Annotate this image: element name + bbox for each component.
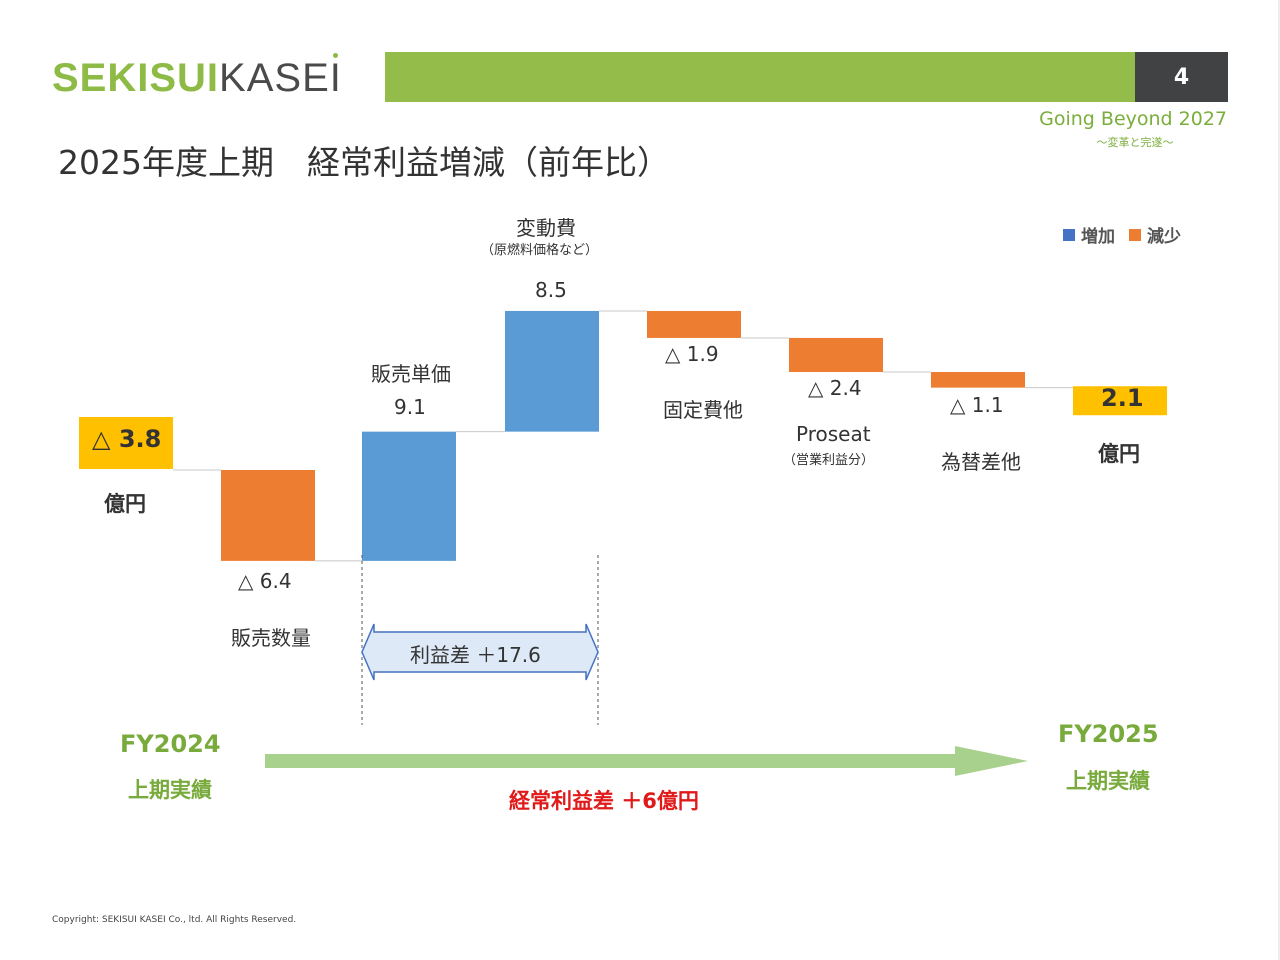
value-label-fixed-cost: △ 1.9 (665, 342, 719, 366)
category-label-fixed-cost: 固定費他 (663, 398, 743, 422)
category-sublabel-variable-cost: （原燃料価格など） (481, 243, 599, 258)
bar-4 (647, 310, 741, 338)
to-year: FY2025 (1058, 720, 1159, 748)
legend-increase-swatch (1063, 228, 1075, 241)
bar-0 (79, 417, 173, 469)
legend-increase: 増加 (1063, 222, 1115, 247)
bar-7 (1073, 386, 1167, 416)
bar-6 (931, 372, 1025, 388)
category-label-sales-price: 販売単価 (371, 362, 451, 386)
legend-decrease: 減少 (1129, 222, 1181, 247)
to-period: 上期実績 (1066, 769, 1150, 793)
tagline: Going Beyond 2027 (1039, 108, 1227, 130)
copyright: Copyright: SEKISUI KASEI Co., ltd. All R… (52, 915, 297, 925)
category-sublabel-proseat: （営業利益分） (783, 453, 875, 468)
unit-label-start: 億円 (104, 492, 146, 516)
value-label-end: 2.1 (1101, 384, 1144, 412)
value-label-proseat: △ 2.4 (808, 376, 862, 400)
value-label-sales-price: 9.1 (394, 395, 426, 419)
bar-1 (221, 470, 315, 561)
period-arrow (265, 746, 1028, 776)
category-label-sales-volume: 販売数量 (231, 626, 311, 650)
bar-2 (362, 431, 456, 561)
bar-5 (789, 337, 883, 373)
value-label-sales-volume: △ 6.4 (238, 569, 292, 593)
logo-dot (333, 53, 338, 58)
margin-arrow (361, 623, 599, 681)
bar-3 (505, 310, 599, 432)
page-title: 2025年度上期 経常利益増減（前年比） (58, 143, 670, 182)
page-number: 4 (1135, 52, 1228, 102)
value-label-variable-cost: 8.5 (535, 278, 567, 302)
value-label-fx: △ 1.1 (950, 393, 1004, 417)
legend-decrease-swatch (1129, 228, 1141, 241)
category-label-fx: 為替差他 (941, 450, 1021, 474)
ordinary-profit-diff: 経常利益差 ＋6億円 (509, 789, 699, 813)
value-label-start: △ 3.8 (92, 425, 162, 453)
category-label-variable-cost: 変動費 (516, 216, 576, 240)
header-bar (385, 52, 1135, 102)
margin-annotation-label: 利益差 ＋17.6 (410, 643, 541, 667)
tagline-sub: ～変革と完遂～ (1096, 136, 1174, 149)
unit-label-end: 億円 (1098, 442, 1140, 466)
company-logo: SEKISUIKASEI (52, 56, 342, 100)
from-period: 上期実績 (128, 778, 212, 802)
chart-legend: 増加 減少 (1063, 222, 1195, 247)
from-year: FY2024 (120, 730, 221, 758)
category-label-proseat: Proseat (796, 422, 871, 446)
